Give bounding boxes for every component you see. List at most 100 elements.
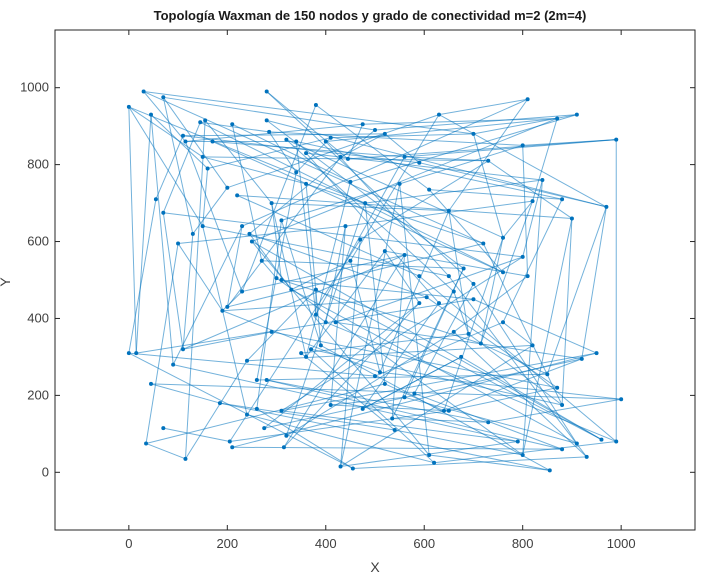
node-point: [328, 403, 333, 407]
node-point: [402, 395, 407, 400]
edge-line: [135, 114, 152, 354]
node-point: [417, 274, 422, 279]
node-point: [547, 468, 552, 473]
edge-line: [212, 141, 504, 273]
edge-line: [404, 396, 577, 444]
edge-line: [128, 199, 157, 354]
edge-line: [426, 296, 558, 389]
edge-line: [249, 233, 427, 298]
edge-line: [251, 241, 602, 441]
y-tick-label: 0: [42, 464, 49, 479]
edge-line: [325, 321, 617, 443]
node-point: [284, 433, 289, 438]
node-point: [471, 131, 476, 136]
node-point: [569, 216, 574, 221]
node-point: [459, 354, 464, 359]
edge-line: [325, 117, 558, 143]
edge-line: [502, 321, 533, 346]
y-axis-label: Y: [0, 277, 13, 287]
node-point: [486, 420, 491, 425]
edge-line: [155, 135, 184, 200]
edge-line: [162, 212, 184, 350]
edge-line: [379, 371, 622, 400]
node-point: [264, 378, 269, 382]
edge-line: [128, 106, 204, 227]
edge-line: [306, 152, 543, 181]
edge-line: [283, 254, 405, 448]
edge-line: [232, 446, 563, 450]
node-point: [247, 231, 252, 236]
node-point: [126, 351, 131, 356]
edge-line: [177, 243, 223, 312]
edge-line: [128, 352, 376, 377]
node-point: [350, 466, 355, 471]
y-axis-ticks: 0 200 400 600 800 1000: [20, 80, 695, 479]
node-point: [363, 201, 368, 206]
node-point: [269, 329, 274, 334]
edge-line: [232, 352, 597, 448]
edge-line: [271, 202, 307, 358]
node-point: [481, 241, 486, 246]
node-point: [614, 137, 619, 142]
node-point: [294, 170, 299, 175]
node-point: [161, 95, 166, 100]
node-point: [264, 89, 269, 94]
node-point: [501, 320, 505, 325]
edge-line: [581, 206, 607, 359]
edge-line: [232, 123, 351, 183]
edge-line: [315, 314, 327, 323]
node-point: [584, 454, 589, 459]
node-point: [171, 362, 176, 367]
node-point: [545, 372, 550, 377]
edge-line: [163, 212, 523, 258]
edge-group: [128, 91, 622, 471]
node-point: [126, 104, 131, 109]
edge-line: [453, 291, 470, 335]
edge-line: [184, 141, 243, 292]
node-point: [281, 445, 286, 450]
node-point: [289, 287, 294, 292]
node-point: [424, 295, 429, 300]
edge-line: [143, 91, 186, 142]
node-point: [471, 297, 476, 302]
edge-line: [468, 333, 563, 406]
node-point: [313, 312, 318, 317]
x-tick-label: 400: [315, 536, 337, 551]
edge-line: [182, 331, 272, 350]
node-point: [200, 224, 205, 229]
node-point: [397, 181, 402, 186]
edge-line: [145, 243, 179, 444]
edge-line: [362, 117, 558, 125]
edge-line: [202, 156, 307, 185]
edge-line: [453, 331, 588, 458]
y-tick-label: 200: [27, 387, 49, 402]
node-point: [614, 439, 619, 444]
edge-line: [266, 91, 349, 160]
node-point: [417, 301, 422, 306]
node-point: [259, 258, 264, 263]
edge-line: [448, 275, 588, 458]
edge-line: [438, 114, 607, 208]
node-point: [451, 289, 456, 294]
node-point: [358, 237, 363, 242]
node-point: [230, 122, 235, 127]
node-point: [555, 116, 560, 121]
node-point: [446, 408, 451, 413]
edge-line: [281, 279, 474, 300]
edge-line: [448, 98, 529, 212]
edge-line: [315, 156, 405, 315]
node-point: [382, 249, 387, 254]
edge-line: [295, 141, 317, 315]
edge-line: [128, 106, 203, 158]
node-point: [245, 412, 249, 417]
node-point: [323, 139, 328, 144]
edge-line: [291, 260, 351, 291]
node-point: [525, 274, 530, 279]
node-point: [267, 129, 272, 134]
node-point: [203, 118, 208, 123]
edge-line: [561, 218, 573, 406]
edge-line: [295, 137, 332, 173]
edge-line: [246, 289, 317, 362]
edge-line: [473, 283, 578, 444]
edge-line: [227, 114, 440, 189]
